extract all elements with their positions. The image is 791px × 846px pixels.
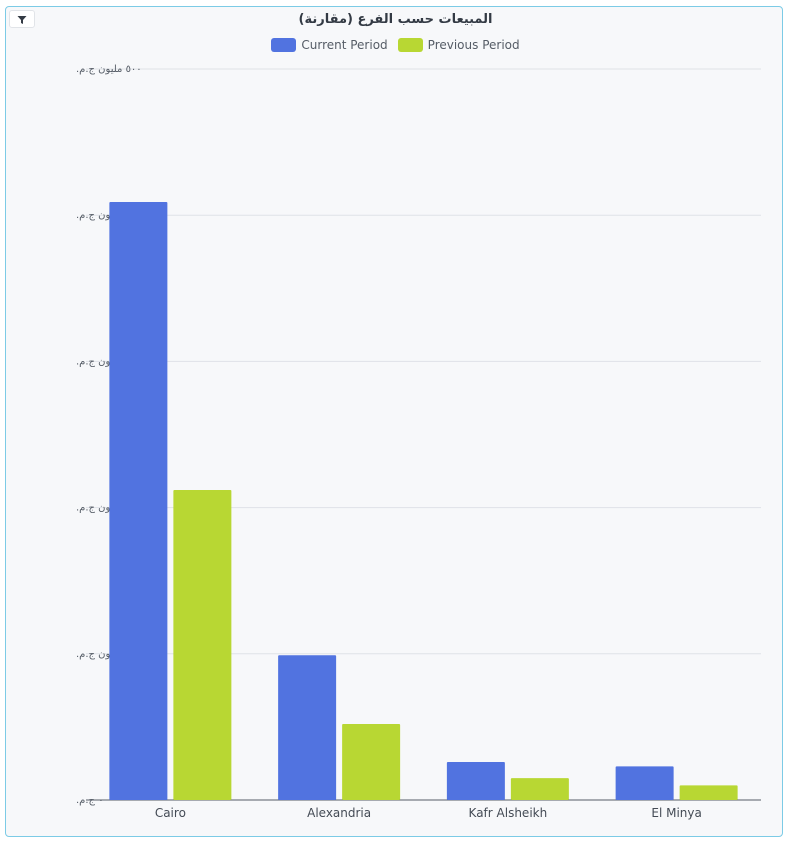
chart-legend: Current Period Previous Period bbox=[0, 38, 791, 52]
bar[interactable] bbox=[109, 202, 168, 801]
bar[interactable] bbox=[615, 766, 674, 800]
legend-label-previous: Previous Period bbox=[427, 38, 520, 52]
bar[interactable] bbox=[679, 785, 738, 800]
chart-title: المبيعات حسب الفرع (مقارنة) bbox=[298, 12, 493, 27]
legend-swatch-previous bbox=[397, 38, 423, 52]
y-tick-label: ٤٠٠ مليون ج.م. bbox=[76, 210, 142, 221]
x-tick-label: Cairo bbox=[155, 806, 186, 820]
bar[interactable] bbox=[446, 761, 505, 800]
legend-item-previous[interactable]: Previous Period bbox=[397, 38, 520, 52]
legend-item-current[interactable]: Current Period bbox=[271, 38, 388, 52]
x-tick-label: Alexandria bbox=[307, 806, 371, 820]
x-tick-label: El Minya bbox=[651, 806, 701, 820]
bar[interactable] bbox=[510, 778, 569, 800]
y-tick-label: ٥٠٠ مليون ج.م. bbox=[76, 64, 142, 75]
y-tick-label: ٢٠٠ مليون ج.م. bbox=[76, 503, 142, 514]
legend-label-current: Current Period bbox=[301, 38, 388, 52]
x-tick-label: Kafr Alsheikh bbox=[469, 806, 548, 820]
bar[interactable] bbox=[173, 490, 232, 800]
legend-swatch-current bbox=[271, 38, 297, 52]
bar[interactable] bbox=[278, 655, 337, 800]
filter-icon bbox=[17, 10, 27, 29]
y-tick-label: ٣٠٠ مليون ج.م. bbox=[76, 356, 142, 367]
y-tick-label: ١٠٠ مليون ج.م. bbox=[76, 649, 142, 660]
bar[interactable] bbox=[342, 723, 401, 800]
filter-button[interactable] bbox=[9, 10, 35, 28]
